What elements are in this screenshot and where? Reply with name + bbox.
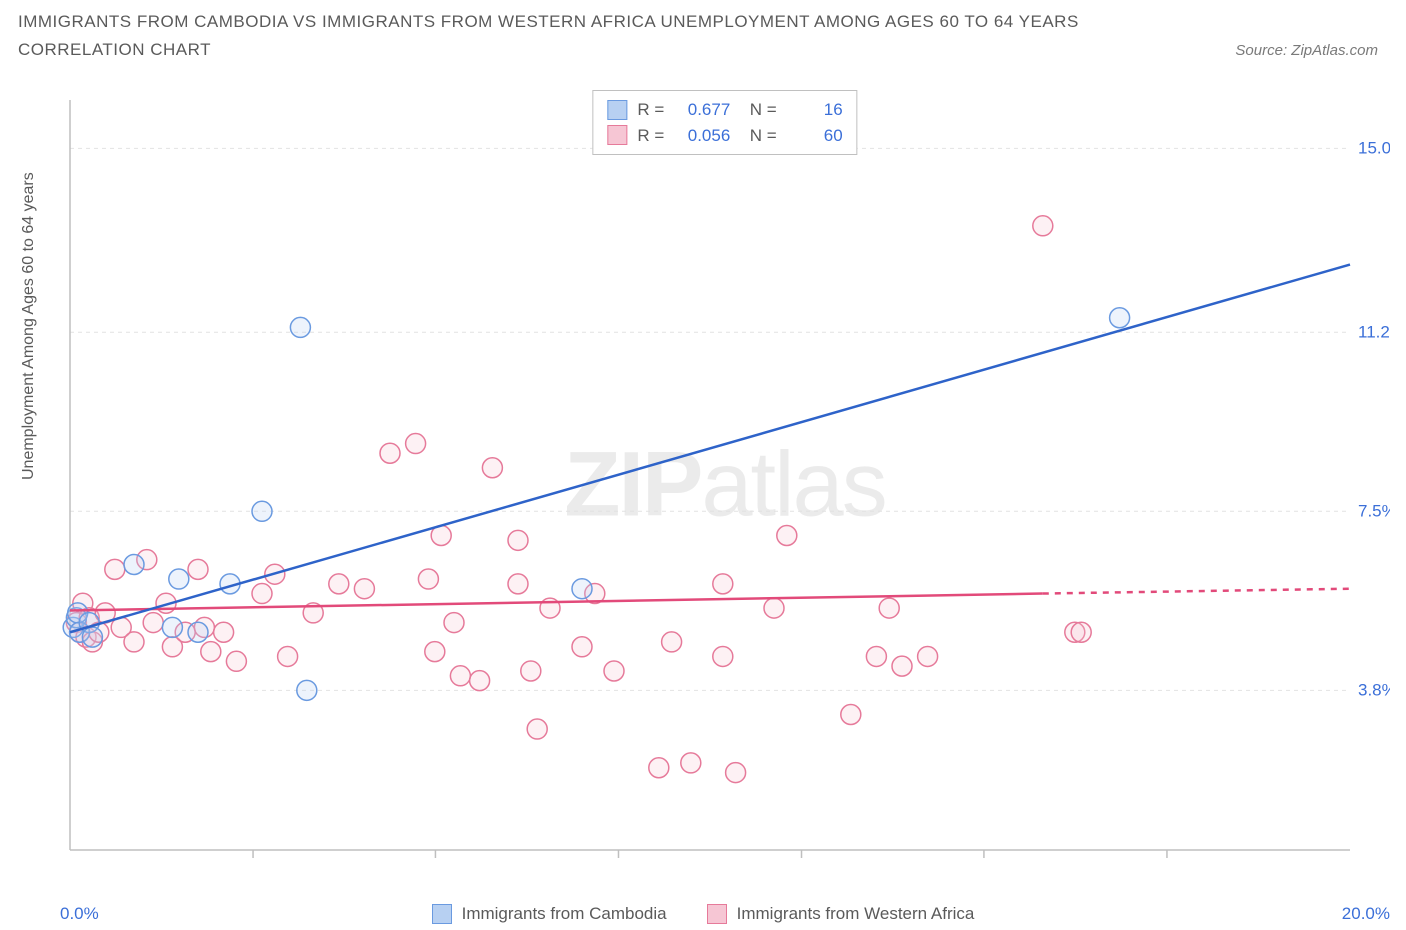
data-point	[162, 617, 182, 637]
r-label: R =	[637, 97, 664, 123]
legend-swatch	[607, 125, 627, 145]
svg-text:11.2%: 11.2%	[1358, 322, 1390, 341]
r-value: 0.677	[674, 97, 730, 123]
trend-line-west-africa-dash	[1043, 589, 1350, 594]
data-point	[521, 661, 541, 681]
legend-swatch	[707, 904, 727, 924]
stats-row: R = 0.677 N = 16	[607, 97, 842, 123]
data-point	[508, 574, 528, 594]
data-point	[713, 646, 733, 666]
data-point	[450, 666, 470, 686]
data-point	[188, 559, 208, 579]
n-value: 60	[787, 123, 843, 149]
data-point	[482, 458, 502, 478]
data-point	[252, 584, 272, 604]
data-point	[713, 574, 733, 594]
data-point	[169, 569, 189, 589]
n-value: 16	[787, 97, 843, 123]
legend-label: Immigrants from Western Africa	[737, 904, 975, 924]
data-point	[841, 705, 861, 725]
data-point	[572, 579, 592, 599]
svg-text:15.0%: 15.0%	[1358, 138, 1390, 157]
data-point	[572, 637, 592, 657]
chart-subtitle: CORRELATION CHART	[18, 40, 211, 60]
data-point	[879, 598, 899, 618]
data-point	[380, 443, 400, 463]
data-point	[527, 719, 547, 739]
data-point	[508, 530, 528, 550]
chart-area: ZIPatlas 15.0%11.2%7.5%3.8% R =0.677 N =…	[60, 90, 1390, 880]
svg-text:7.5%: 7.5%	[1358, 501, 1390, 520]
data-point	[201, 642, 221, 662]
scatter-plot: 15.0% 11.2% 7.5% 3.8%	[60, 90, 1390, 880]
data-point	[470, 671, 490, 691]
data-point	[777, 525, 797, 545]
data-point	[918, 646, 938, 666]
data-point	[188, 622, 208, 642]
stats-row: R = 0.056 N = 60	[607, 123, 842, 149]
data-point	[124, 555, 144, 575]
data-point	[290, 317, 310, 337]
data-point	[143, 613, 163, 633]
data-point	[866, 646, 886, 666]
data-point	[354, 579, 374, 599]
chart-title: IMMIGRANTS FROM CAMBODIA VS IMMIGRANTS F…	[18, 12, 1388, 32]
data-point	[1071, 622, 1091, 642]
n-label: N =	[740, 97, 776, 123]
legend-swatch	[607, 100, 627, 120]
data-point	[425, 642, 445, 662]
data-point	[892, 656, 912, 676]
data-point	[1033, 216, 1053, 236]
data-point	[764, 598, 784, 618]
legend-item: Immigrants from Western Africa	[707, 904, 975, 924]
data-point	[124, 632, 144, 652]
y-axis-label: Unemployment Among Ages 60 to 64 years	[20, 172, 38, 480]
legend-label: Immigrants from Cambodia	[462, 904, 667, 924]
stats-legend: R = 0.677 N = 16 R = 0.056 N = 60	[592, 90, 857, 155]
data-point	[105, 559, 125, 579]
data-point	[681, 753, 701, 773]
data-point	[278, 646, 298, 666]
trend-line-cambodia	[70, 265, 1350, 633]
data-point	[726, 763, 746, 783]
source-label: Source: ZipAtlas.com	[1235, 42, 1388, 59]
r-label: R =	[637, 123, 664, 149]
n-label: N =	[740, 123, 776, 149]
data-point	[329, 574, 349, 594]
bottom-legend: Immigrants from Cambodia Immigrants from …	[0, 904, 1406, 924]
data-point	[662, 632, 682, 652]
data-point	[82, 627, 102, 647]
data-point	[226, 651, 246, 671]
legend-swatch	[432, 904, 452, 924]
legend-item: Immigrants from Cambodia	[432, 904, 667, 924]
data-point	[214, 622, 234, 642]
data-point	[406, 434, 426, 454]
data-point	[444, 613, 464, 633]
data-point	[297, 680, 317, 700]
data-point	[252, 501, 272, 521]
data-point	[649, 758, 669, 778]
svg-text:3.8%: 3.8%	[1358, 680, 1390, 699]
data-point	[604, 661, 624, 681]
r-value: 0.056	[674, 123, 730, 149]
data-point	[418, 569, 438, 589]
data-point	[1110, 308, 1130, 328]
